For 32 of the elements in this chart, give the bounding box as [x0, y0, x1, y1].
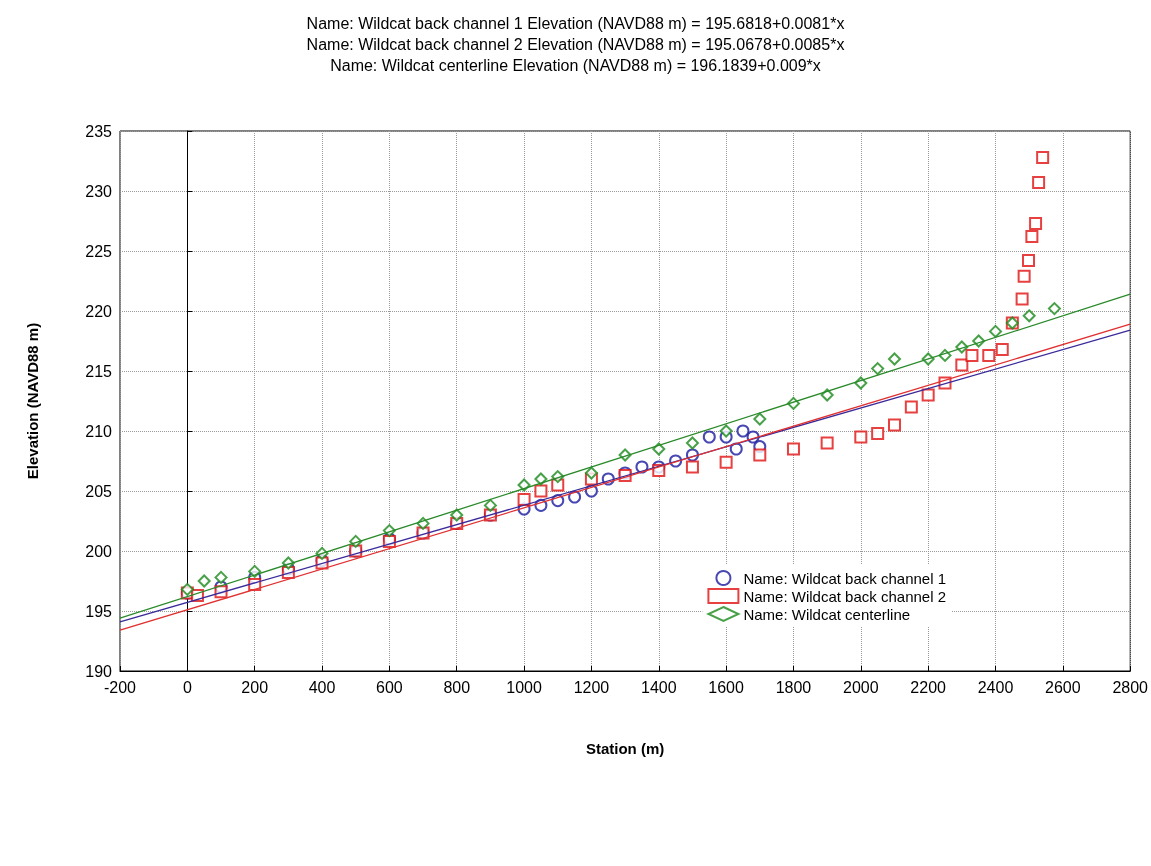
legend-label: Name: Wildcat back channel 1 — [743, 569, 947, 587]
x-tick-label: 600 — [376, 678, 403, 696]
y-tick-label: 220 — [85, 302, 113, 320]
x-tick-label: 2200 — [910, 678, 947, 696]
x-tick-label: 1600 — [708, 678, 745, 696]
x-tick-label: 200 — [241, 678, 269, 696]
x-tick-label: -200 — [103, 678, 137, 696]
legend-label: Name: Wildcat centerline — [743, 605, 911, 623]
x-tick-label: 1400 — [640, 678, 677, 696]
x-tick-label: 2400 — [977, 678, 1014, 696]
x-tick-label: 1800 — [775, 678, 812, 696]
x-tick-label: 400 — [308, 678, 336, 696]
x-tick-label: 2800 — [1112, 678, 1149, 696]
y-tick-label: 210 — [85, 422, 113, 440]
y-tick-label: 200 — [85, 542, 113, 560]
x-tick-label: 800 — [443, 678, 471, 696]
y-tick-label: 195 — [85, 602, 113, 620]
x-tick-label: 2000 — [843, 678, 879, 696]
y-tick-label: 225 — [85, 242, 113, 260]
chart-title: Name: Wildcat back channel 1 Elevation (NAVD88 m) = 195.6818+0.0081*x Name: Wildcat back channel 2 Elevation (NAVD88 m) = 195.0678+0.0085*x Name: Wildcat centerline Elevation (NAVD88 m) = 196.1839+0.009*x — [306, 15, 845, 74]
y-axis-title: Elevation (NAVD88 m) — [24, 322, 41, 480]
y-tick-label: 235 — [85, 122, 113, 140]
y-tick-label: 230 — [85, 182, 113, 200]
legend-label: Name: Wildcat back channel 2 — [743, 587, 947, 605]
y-tick-label: 205 — [85, 482, 113, 500]
x-axis-title: Station (m) — [585, 740, 665, 757]
y-tick-label: 190 — [85, 662, 113, 680]
x-tick-label: 1000 — [506, 678, 542, 696]
x-tick-label: 2600 — [1045, 678, 1081, 696]
x-tick-label: 1200 — [573, 678, 610, 696]
y-tick-label: 215 — [85, 362, 113, 380]
x-tick-label: 0 — [182, 678, 192, 696]
